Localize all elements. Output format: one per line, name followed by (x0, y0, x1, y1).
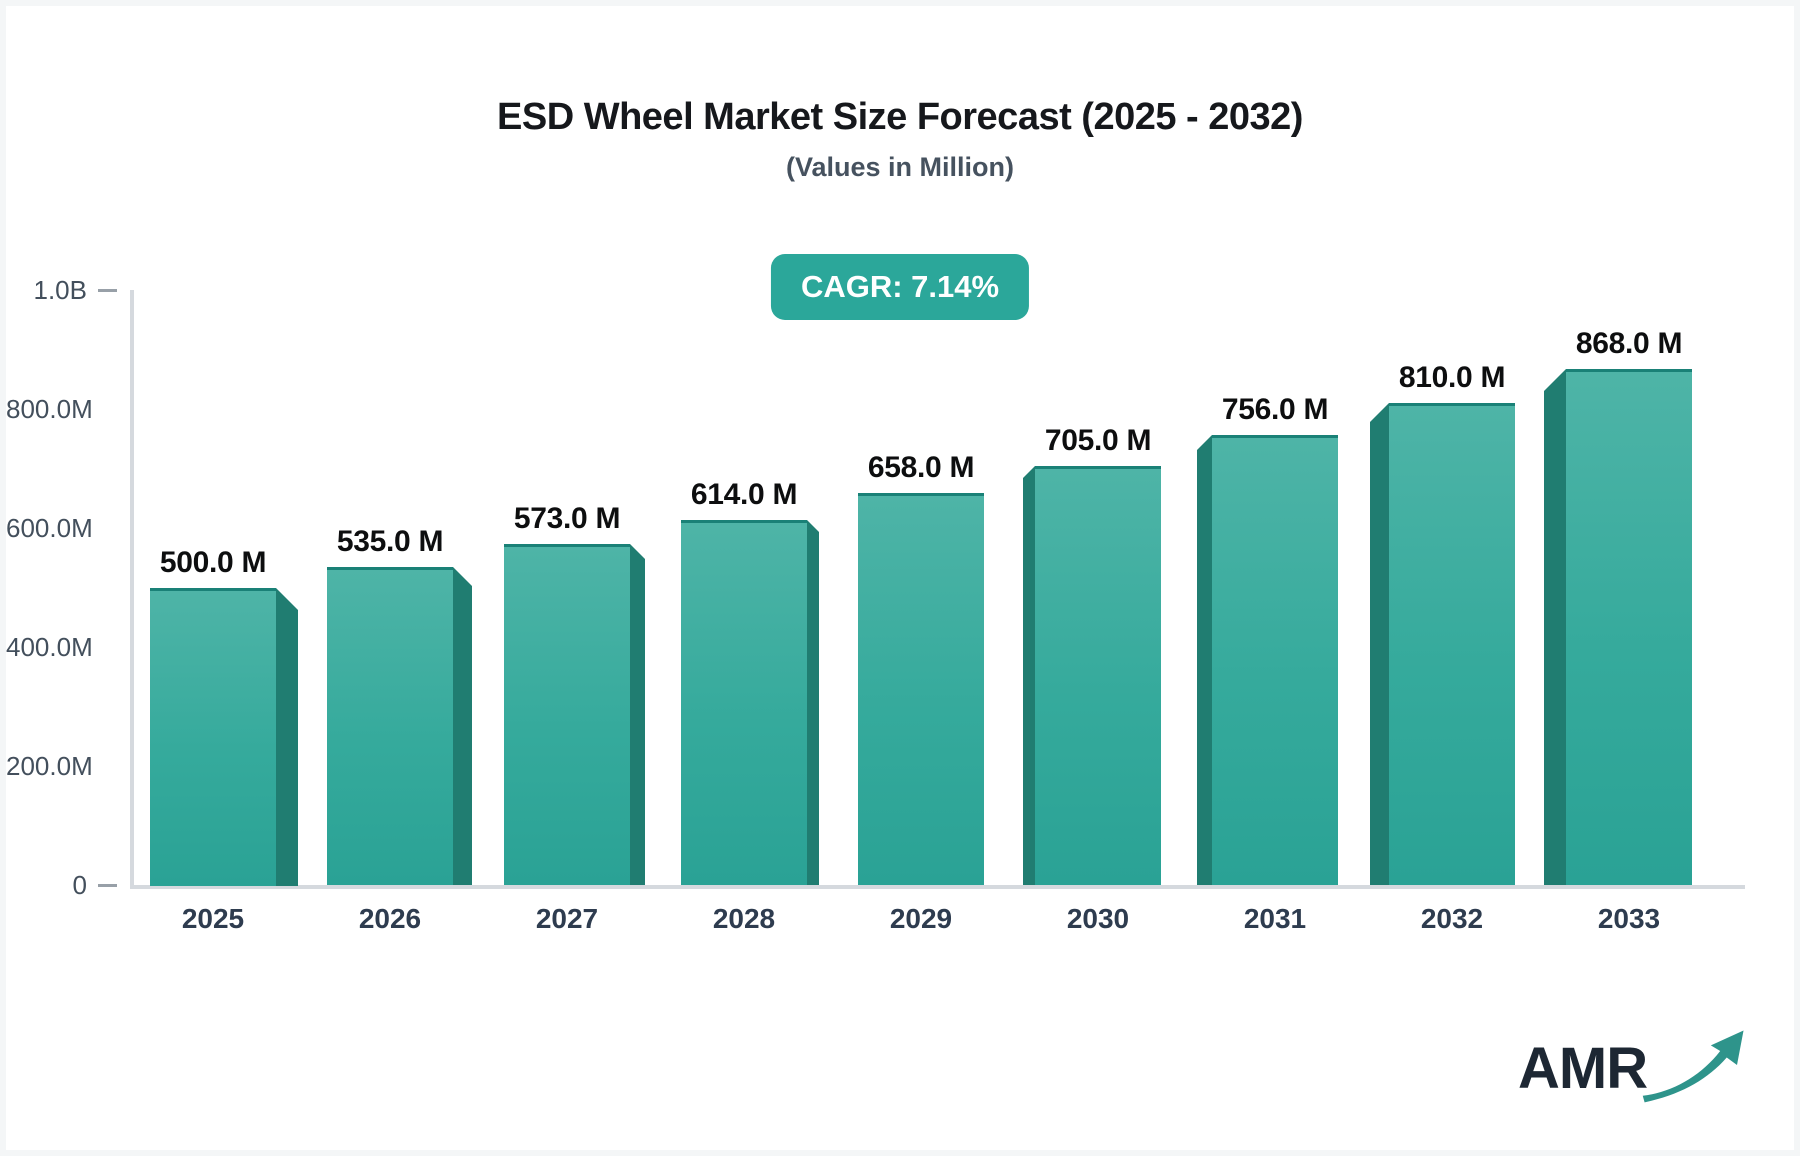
x-tick-label: 2033 (1597, 903, 1661, 934)
bar-2030[interactable] (1035, 466, 1161, 885)
y-axis-line (130, 290, 134, 889)
bar-side-face (630, 544, 645, 885)
bar-side-face (1370, 403, 1389, 885)
bar-side-face (1023, 466, 1035, 885)
bar-value-label: 810.0 M (1398, 361, 1506, 394)
y-tick-label: 800.0M (6, 394, 93, 424)
y-tick-label: 1.0B (33, 275, 88, 305)
chart-subtitle: (Values in Million) (785, 152, 1015, 182)
amr-logo: AMR (1518, 1028, 1751, 1108)
x-tick-label: 2030 (1066, 903, 1130, 934)
bar-value-label: 868.0 M (1575, 327, 1683, 360)
bar-2031[interactable] (1212, 435, 1338, 885)
bar-2026[interactable] (327, 567, 453, 885)
chart-title: ESD Wheel Market Size Forecast (2025 - 2… (497, 96, 1303, 138)
x-tick-label: 2031 (1243, 903, 1307, 934)
y-tick-mark (98, 289, 117, 292)
y-tick-label: 0 (72, 870, 87, 900)
x-tick-label: 2032 (1420, 903, 1484, 934)
y-tick-label: 600.0M (6, 513, 93, 543)
bar-side-face (1197, 435, 1212, 885)
bar-side-face (1544, 369, 1566, 885)
bar-side-face (807, 520, 819, 885)
bar-2025[interactable] (150, 588, 276, 886)
x-axis-line (130, 885, 1745, 889)
trending-arrow-icon (1642, 1030, 1744, 1103)
bar-value-label: 756.0 M (1221, 393, 1329, 426)
x-tick-label: 2028 (712, 903, 776, 934)
x-tick-label: 2025 (181, 903, 245, 934)
bar-value-label: 535.0 M (336, 525, 444, 558)
bar-side-face (276, 588, 298, 886)
bar-value-label: 573.0 M (513, 502, 621, 535)
bar-2032[interactable] (1389, 403, 1515, 885)
bar-2027[interactable] (504, 544, 630, 885)
bar-2029[interactable] (858, 493, 984, 885)
bar-value-label: 658.0 M (867, 451, 975, 484)
x-tick-label: 2027 (535, 903, 599, 934)
x-tick-label: 2029 (889, 903, 953, 934)
chart-card: ESD Wheel Market Size Forecast (2025 - 2… (6, 6, 1794, 1150)
amr-logo-text: AMR (1518, 1035, 1648, 1101)
cagr-badge: CAGR: 7.14% (770, 254, 1030, 320)
x-tick-label: 2026 (358, 903, 422, 934)
bar-2033[interactable] (1566, 369, 1692, 885)
y-tick-label: 400.0M (6, 632, 93, 662)
plot-area: 0 200.0M 400.0M 600.0M 800.0M 1.0B 500.0 M 2025… (6, 6, 1794, 1150)
bar-side-face (453, 567, 472, 885)
bar-2028[interactable] (681, 520, 807, 885)
bar-value-label: 614.0 M (690, 478, 798, 511)
bar-value-label: 500.0 M (159, 546, 267, 579)
bar-value-label: 705.0 M (1044, 424, 1152, 457)
y-tick-label: 200.0M (6, 751, 93, 781)
y-tick-mark (98, 884, 117, 887)
